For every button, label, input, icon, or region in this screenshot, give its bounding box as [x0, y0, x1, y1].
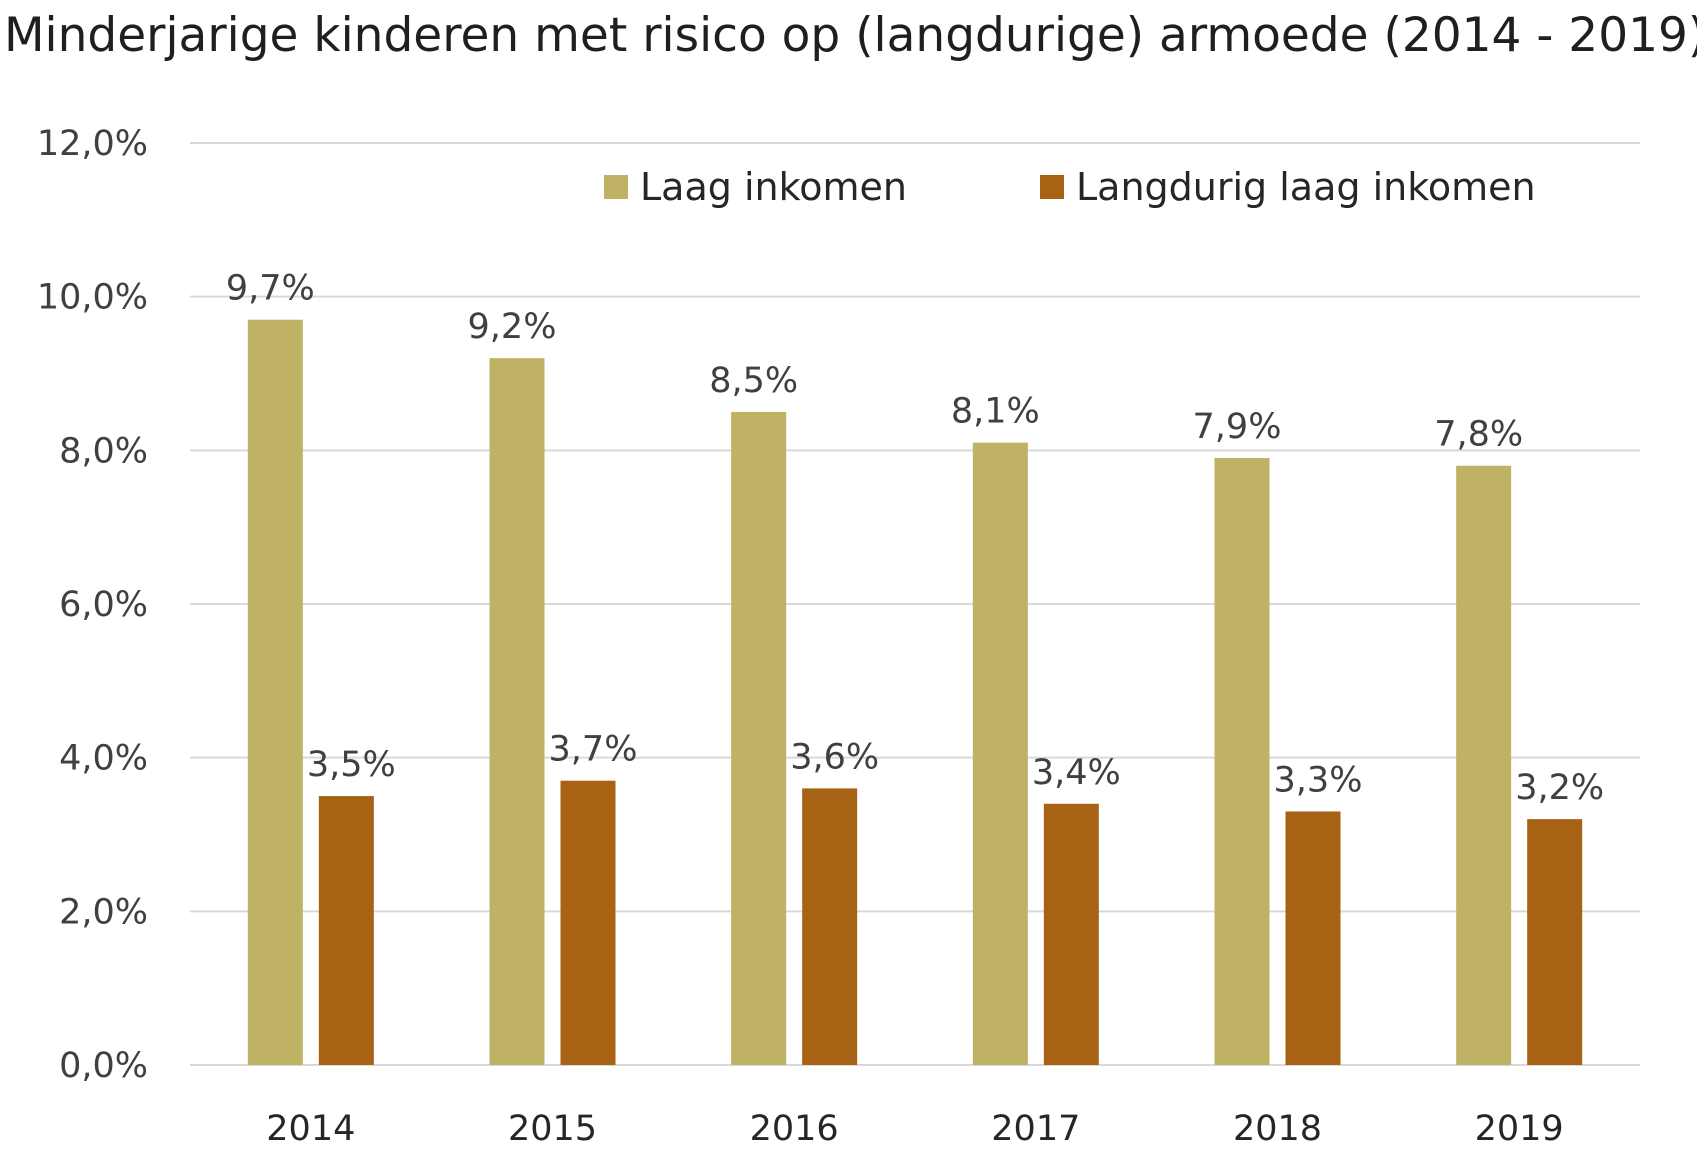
y-tick-label: 6,0% — [59, 585, 148, 625]
legend-swatch — [604, 175, 628, 199]
data-labels: 9,7% 9,2% 8,5% 8,1% 7,9% 7,8% 3,5% 3,7% 3,6% 3,4%… — [226, 269, 1604, 808]
gridlines — [190, 142, 1640, 1066]
x-category-label: 2015 — [508, 1109, 597, 1149]
data-label: 9,2% — [468, 307, 557, 347]
data-label: 8,5% — [709, 361, 798, 401]
x-category-label: 2014 — [266, 1109, 355, 1149]
bar — [1527, 819, 1583, 1065]
data-label: 3,4% — [1032, 753, 1121, 793]
legend-swatch — [1040, 175, 1064, 199]
legend-label: Laag inkomen — [640, 165, 907, 209]
y-tick-label: 4,0% — [59, 739, 148, 779]
data-label: 3,7% — [549, 730, 638, 770]
legend-label: Langdurig laag inkomen — [1076, 165, 1536, 209]
bar — [731, 411, 787, 1066]
data-label: 7,9% — [1193, 407, 1282, 447]
bar — [1214, 458, 1270, 1065]
bar — [1285, 811, 1341, 1065]
data-label: 8,1% — [951, 392, 1040, 432]
bar — [802, 788, 858, 1065]
x-category-label: 2016 — [750, 1109, 839, 1149]
y-axis-tick-labels: 0,0% 2,0% 4,0% 6,0% 8,0% 10,0% 12,0% — [37, 124, 148, 1086]
bar — [1043, 803, 1099, 1065]
bar — [489, 358, 545, 1066]
legend: Laag inkomen Langdurig laag inkomen — [604, 165, 1536, 209]
data-label: 7,8% — [1434, 415, 1523, 455]
chart-title: Minderjarige kinderen met risico op (lan… — [4, 8, 1697, 63]
x-category-label: 2019 — [1475, 1109, 1564, 1149]
x-category-label: 2017 — [991, 1109, 1080, 1149]
bar — [560, 780, 616, 1065]
y-tick-label: 12,0% — [37, 124, 148, 164]
x-axis-category-labels: 2014 2015 2016 2017 2018 2019 — [266, 1109, 1563, 1149]
data-label: 3,6% — [790, 737, 879, 777]
bar — [318, 796, 374, 1065]
data-label: 9,7% — [226, 269, 315, 309]
y-tick-label: 0,0% — [59, 1046, 148, 1086]
y-tick-label: 2,0% — [59, 892, 148, 932]
bar — [1456, 465, 1512, 1065]
bars — [247, 319, 1583, 1066]
data-label: 3,5% — [307, 745, 396, 785]
y-tick-label: 8,0% — [59, 431, 148, 471]
bar — [972, 442, 1028, 1065]
data-label: 3,2% — [1515, 768, 1604, 808]
x-category-label: 2018 — [1233, 1109, 1322, 1149]
bar — [247, 319, 303, 1065]
y-tick-label: 10,0% — [37, 278, 148, 318]
data-label: 3,3% — [1274, 760, 1363, 800]
